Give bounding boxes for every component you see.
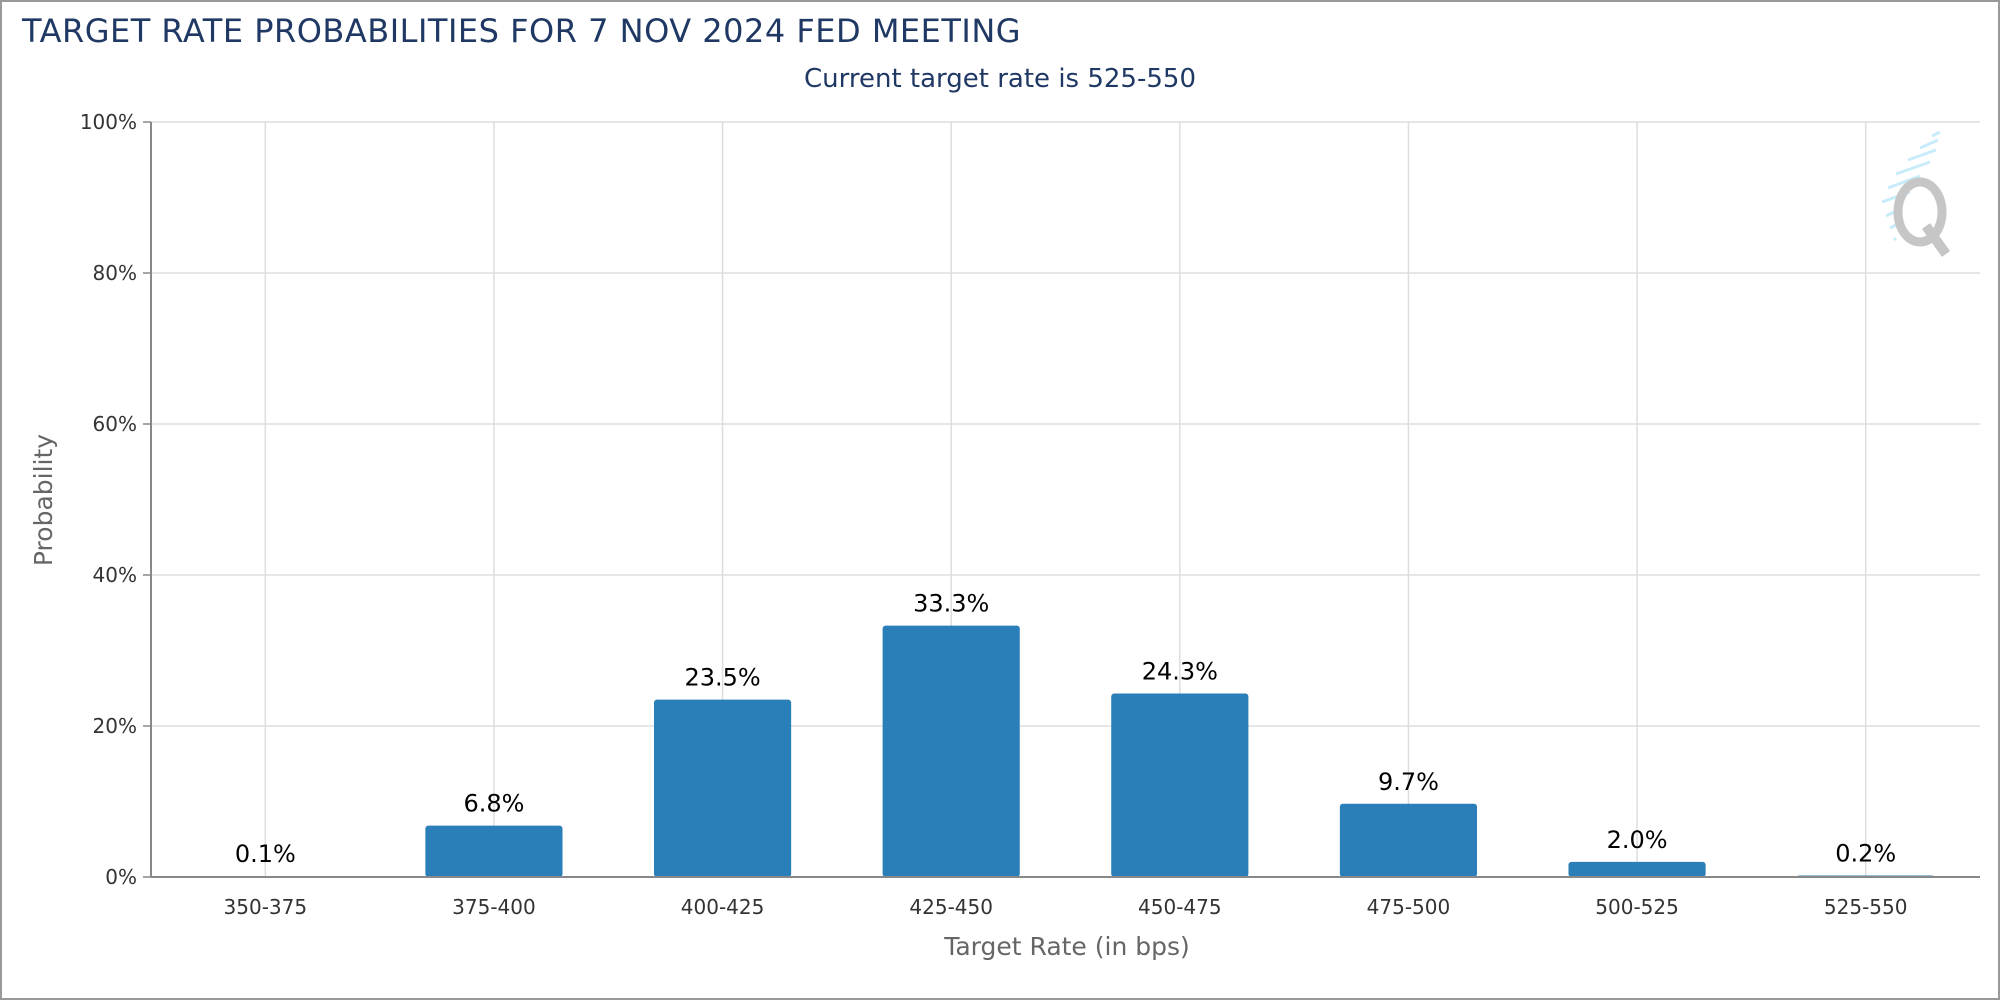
bars [196,625,1935,877]
data-labels: 0.1% 6.8% 23.5% 33.3% 24.3% 9.7% 2.0% 0.2% [235,590,1896,869]
bar [1111,693,1249,877]
chart-subtitle: Current target rate is 525-550 [804,64,1196,94]
bar [425,825,563,877]
data-label: 2.0% [1607,826,1668,854]
data-label: 0.1% [235,840,296,868]
x-tick-label: 375-400 [452,895,536,919]
x-axis-ticks: 350-375 375-400 400-425 425-450 450-475 475-5… [224,895,1908,919]
y-axis-title: Probability [29,434,58,566]
x-tick-label: 450-475 [1138,895,1222,919]
x-tick-label: 525-550 [1824,895,1908,919]
y-tick-label: 80% [93,261,137,285]
data-label: 23.5% [684,664,760,692]
y-tick-label: 60% [93,412,137,436]
y-tick-label: 100% [80,110,137,134]
x-tick-label: 500-525 [1595,895,1679,919]
bar [882,625,1020,877]
data-label: 24.3% [1142,658,1218,686]
y-tick-label: 40% [93,563,137,587]
bar [1568,861,1706,877]
q-logo-icon [1881,130,1951,257]
x-axis-title: Target Rate (in bps) [943,932,1190,961]
chart-title: TARGET RATE PROBABILITIES FOR 7 NOV 2024… [22,12,1022,50]
y-tick-label: 20% [93,714,137,738]
bar [1339,803,1478,877]
data-label: 9.7% [1378,768,1439,796]
y-tick-label: 0% [105,865,137,889]
x-tick-label: 400-425 [681,895,765,919]
data-label: 33.3% [913,590,989,618]
x-tick-label: 425-450 [909,895,993,919]
data-label: 0.2% [1835,839,1896,867]
x-tick-label: 350-375 [224,895,308,919]
x-tick-label: 475-500 [1367,895,1451,919]
y-axis-ticks: 0% 20% 40% 60% 80% 100% [80,110,151,889]
bar [653,699,792,877]
gridlines [151,121,1980,878]
data-label: 6.8% [463,790,524,818]
